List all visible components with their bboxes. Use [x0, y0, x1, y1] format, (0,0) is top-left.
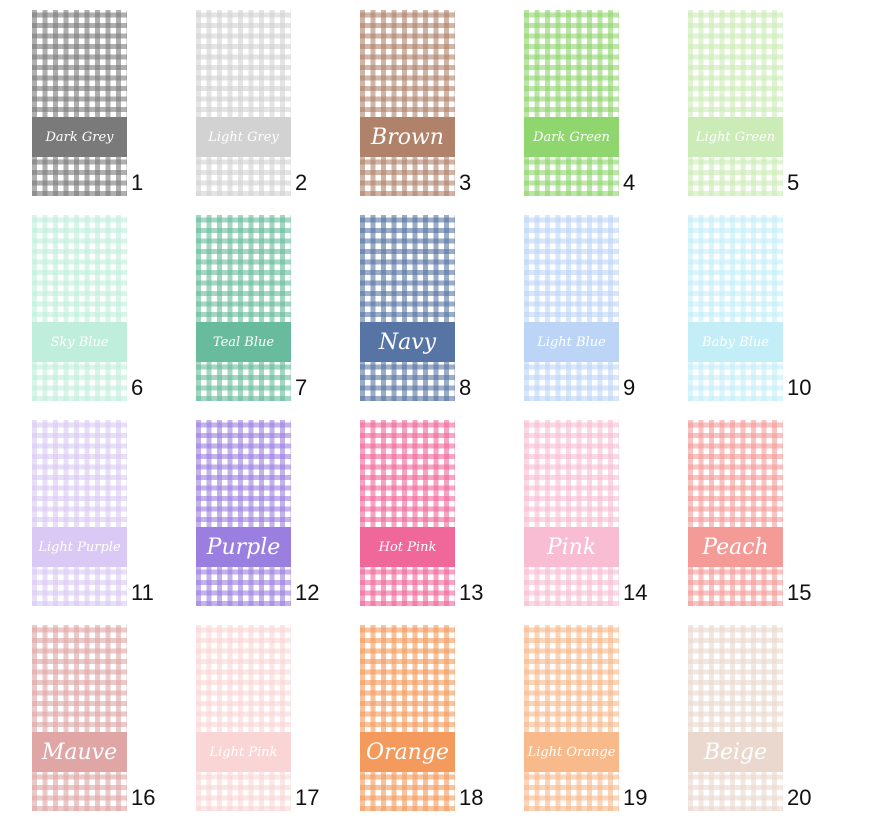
gingham-swatch: Dark Grey: [32, 10, 127, 196]
gingham-swatch: Light Grey: [196, 10, 291, 196]
gingham-swatch: Light Green: [688, 10, 783, 196]
swatch-card[interactable]: Beige 20: [688, 625, 848, 815]
gingham-swatch: Dark Green: [524, 10, 619, 196]
swatch-card[interactable]: Hot Pink 13: [360, 420, 520, 610]
swatch-number: 15: [787, 580, 812, 605]
swatch-card[interactable]: Peach 15: [688, 420, 848, 610]
gingham-swatch: Navy: [360, 215, 455, 401]
color-label: Mauve: [32, 732, 127, 772]
gingham-swatch: Light Orange: [524, 625, 619, 811]
color-label: Light Pink: [196, 732, 291, 772]
swatch-number: 2: [295, 170, 308, 195]
swatch-number: 14: [623, 580, 648, 605]
swatch-number: 5: [787, 170, 800, 195]
gingham-swatch: Orange: [360, 625, 455, 811]
color-label: Hot Pink: [360, 527, 455, 567]
gingham-swatch: Brown: [360, 10, 455, 196]
color-label: Light Grey: [196, 117, 291, 157]
swatch-number: 3: [459, 170, 472, 195]
color-label: Light Orange: [524, 732, 619, 772]
swatch-card[interactable]: Navy 8: [360, 215, 520, 405]
color-label: Light Green: [688, 117, 783, 157]
color-label: Purple: [196, 527, 291, 567]
gingham-swatch: Pink: [524, 420, 619, 606]
swatch-card[interactable]: Pink 14: [524, 420, 684, 610]
color-label: Light Blue: [524, 322, 619, 362]
gingham-swatch: Mauve: [32, 625, 127, 811]
swatch-card[interactable]: Light Orange 19: [524, 625, 684, 815]
gingham-swatch: Light Pink: [196, 625, 291, 811]
swatch-number: 10: [787, 375, 812, 400]
swatch-card[interactable]: Light Pink 17: [196, 625, 356, 815]
gingham-swatch: Peach: [688, 420, 783, 606]
color-label: Beige: [688, 732, 783, 772]
swatch-number: 19: [623, 785, 648, 810]
swatch-number: 6: [131, 375, 144, 400]
swatch-card[interactable]: Light Grey 2: [196, 10, 356, 200]
color-label: Orange: [360, 732, 455, 772]
gingham-swatch: Purple: [196, 420, 291, 606]
color-label: Dark Grey: [32, 117, 127, 157]
swatch-number: 7: [295, 375, 308, 400]
gingham-swatch: Light Blue: [524, 215, 619, 401]
color-label: Dark Green: [524, 117, 619, 157]
gingham-swatch: Hot Pink: [360, 420, 455, 606]
swatch-number: 13: [459, 580, 484, 605]
swatch-number: 11: [131, 580, 154, 605]
swatch-card[interactable]: Baby Blue 10: [688, 215, 848, 405]
gingham-swatch: Light Purple: [32, 420, 127, 606]
color-label: Navy: [360, 322, 455, 362]
swatch-number: 16: [131, 785, 156, 810]
swatch-card[interactable]: Light Purple 11: [32, 420, 192, 610]
swatch-number: 18: [459, 785, 484, 810]
swatch-card[interactable]: Dark Green 4: [524, 10, 684, 200]
swatch-card[interactable]: Mauve 16: [32, 625, 192, 815]
swatch-number: 4: [623, 170, 636, 195]
color-label: Baby Blue: [688, 322, 783, 362]
swatch-card[interactable]: Light Blue 9: [524, 215, 684, 405]
swatch-card[interactable]: Brown 3: [360, 10, 520, 200]
gingham-swatch: Teal Blue: [196, 215, 291, 401]
swatch-card[interactable]: Light Green 5: [688, 10, 848, 200]
gingham-swatch: Beige: [688, 625, 783, 811]
gingham-swatch: Sky Blue: [32, 215, 127, 401]
swatch-number: 9: [623, 375, 636, 400]
color-label: Light Purple: [32, 527, 127, 567]
swatch-card[interactable]: Teal Blue 7: [196, 215, 356, 405]
swatch-number: 1: [131, 170, 144, 195]
swatch-card[interactable]: Sky Blue 6: [32, 215, 192, 405]
color-label: Pink: [524, 527, 619, 567]
swatch-number: 20: [787, 785, 812, 810]
swatch-number: 8: [459, 375, 472, 400]
swatch-card[interactable]: Orange 18: [360, 625, 520, 815]
gingham-swatch: Baby Blue: [688, 215, 783, 401]
color-label: Sky Blue: [32, 322, 127, 362]
color-label: Brown: [360, 117, 455, 157]
swatch-card[interactable]: Dark Grey 1: [32, 10, 192, 200]
color-label: Peach: [688, 527, 783, 567]
swatch-card[interactable]: Purple 12: [196, 420, 356, 610]
color-label: Teal Blue: [196, 322, 291, 362]
swatch-number: 17: [295, 785, 320, 810]
swatch-number: 12: [295, 580, 320, 605]
